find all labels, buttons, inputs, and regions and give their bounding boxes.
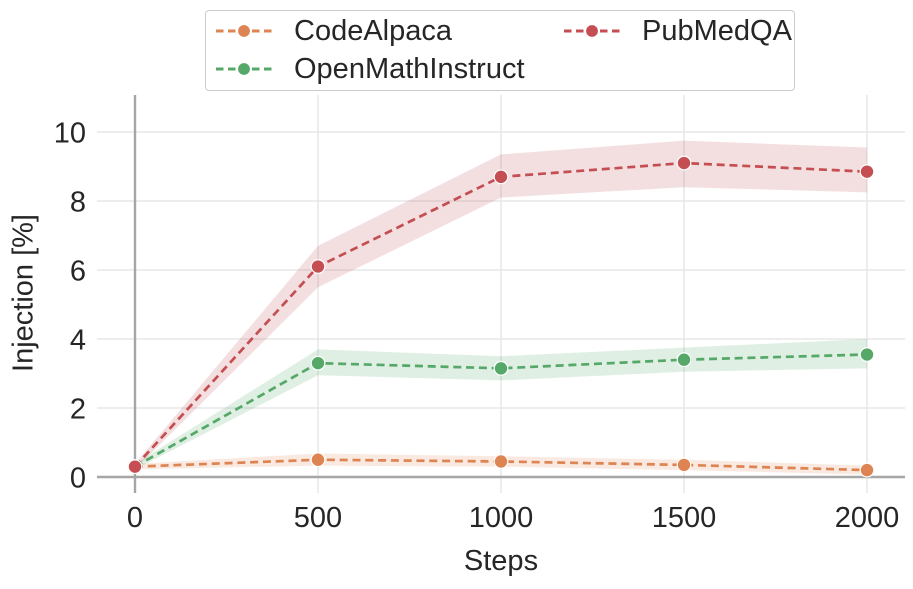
- x-tick-label: 1500: [652, 502, 717, 534]
- y-tick-label: 0: [70, 463, 86, 495]
- data-point-marker: [493, 169, 509, 185]
- data-point-marker: [676, 457, 692, 473]
- data-point-marker: [859, 462, 875, 478]
- confidence-band: [135, 339, 867, 470]
- x-tick-label: 500: [294, 502, 342, 534]
- data-point-marker: [676, 352, 692, 368]
- data-point-marker: [493, 454, 509, 469]
- data-point-marker: [310, 452, 326, 468]
- legend-sample-pubmedqa-icon: [564, 23, 620, 39]
- legend-label-openmathinstruct: OpenMathInstruct: [294, 53, 525, 85]
- data-point-marker: [859, 347, 875, 362]
- legend-sample-openmathinstruct-icon: [216, 61, 272, 77]
- legend-sample-marker: [236, 23, 252, 39]
- y-tick-label: 10: [54, 118, 86, 150]
- legend-item-openmathinstruct: OpenMathInstruct: [216, 51, 525, 87]
- data-point-marker: [310, 355, 326, 371]
- legend-sample-marker: [584, 23, 600, 39]
- x-tick-label: 2000: [835, 502, 900, 534]
- data-point-marker: [493, 360, 509, 376]
- x-axis-label: Steps: [463, 545, 539, 577]
- data-point-marker: [676, 155, 692, 171]
- y-tick-label: 6: [70, 256, 86, 288]
- legend-item-pubmedqa: PubMedQA: [564, 13, 792, 49]
- legend-item-codealpaca: CodeAlpaca: [216, 13, 452, 49]
- x-tick-label: 1000: [469, 502, 534, 534]
- legend-label-pubmedqa: PubMedQA: [642, 15, 792, 47]
- data-point-marker: [859, 164, 875, 180]
- data-point-marker: [127, 459, 143, 475]
- legend-label-codealpaca: CodeAlpaca: [294, 15, 452, 47]
- y-axis-label: Injection [%]: [7, 214, 40, 372]
- y-tick-label: 4: [70, 325, 86, 357]
- legend: CodeAlpaca OpenMathInstruct PubMedQA: [205, 10, 795, 91]
- y-tick-label: 2: [70, 394, 86, 426]
- legend-sample-marker: [236, 61, 252, 77]
- legend-sample-codealpaca-icon: [216, 23, 272, 39]
- y-tick-label: 8: [70, 187, 86, 219]
- data-point-marker: [310, 259, 326, 274]
- x-tick-label: 0: [127, 502, 143, 534]
